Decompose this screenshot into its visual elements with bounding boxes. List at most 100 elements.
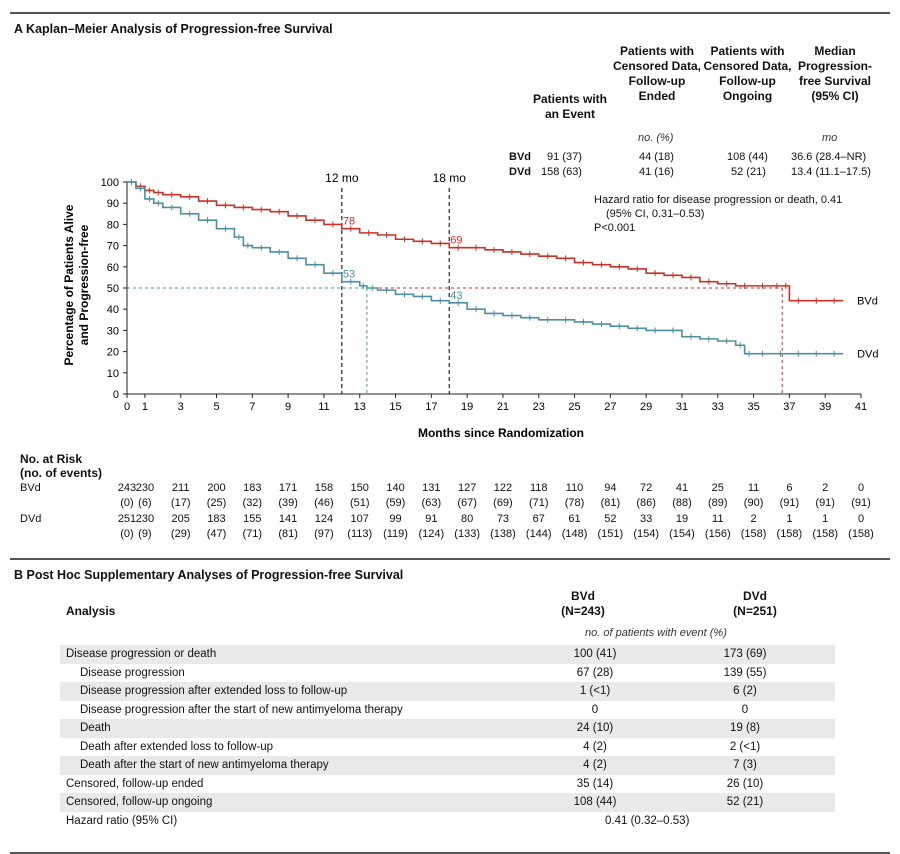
bvd-value: 35 (14)	[576, 777, 614, 790]
risk-cell: (133)	[454, 528, 480, 540]
bvd-value: 67 (28)	[576, 666, 614, 679]
bvd-value: 24 (10)	[535, 719, 655, 738]
risk-cell: (158)	[776, 528, 803, 540]
risk-cell: 205	[171, 513, 190, 525]
table-row: Disease progression after the start of n…	[60, 701, 835, 720]
risk-cell: 158	[314, 482, 334, 494]
risk-cell: (17)	[170, 497, 191, 509]
x-tick-label: 25	[568, 401, 580, 413]
series-end-label: BVd	[857, 296, 878, 308]
risk-cell: 41	[675, 482, 689, 494]
risk-cell: (71)	[242, 528, 263, 540]
risk-cell: 183	[207, 513, 226, 525]
point-annotation: 69	[450, 235, 462, 247]
risk-cell: (151)	[597, 528, 624, 540]
risk-cell: 124	[314, 513, 334, 525]
x-tick-label: 41	[855, 401, 867, 413]
risk-cell: 0	[857, 482, 865, 494]
risk-cell: (6)	[138, 497, 152, 509]
table-row: Disease progression after extended loss …	[60, 682, 835, 701]
risk-cell: 11	[712, 513, 724, 525]
risk-cell: (78)	[564, 497, 585, 509]
risk-cell: 140	[386, 482, 405, 494]
risk-cell: (47)	[206, 528, 227, 540]
point-annotation: 78	[343, 216, 355, 228]
header-cens-ended: Patients with Censored Data, Follow-up E…	[612, 44, 702, 103]
risk-cell: (91)	[851, 497, 871, 509]
risk-cell: (25)	[206, 497, 227, 509]
risk-cell: 110	[565, 482, 584, 494]
risk-cell: 33	[640, 513, 653, 525]
dvd-value: 139 (55)	[723, 666, 767, 679]
risk-cell: (81)	[278, 528, 298, 540]
stat-bvd-event: 91 (37)	[547, 151, 582, 163]
risk-cell: (9)	[138, 528, 152, 540]
y-tick-label: 70	[107, 241, 119, 253]
dvd-value: 26 (10)	[726, 777, 764, 790]
y-tick-label: 10	[107, 368, 119, 380]
risk-cell: (86)	[636, 497, 656, 509]
risk-cell: (154)	[669, 528, 695, 540]
table-row: Disease progression 67 (28) 139 (55)	[60, 664, 835, 683]
x-tick-label: 1	[142, 401, 148, 413]
risk-cell: 107	[350, 513, 369, 525]
y-tick-label: 100	[101, 177, 119, 189]
km-chart: 0 1 3 5 7 9 11 13 15 17 19 21 23 25 27 29 31 33 35 37 39 4101…	[62, 171, 879, 440]
bvd-value: 100 (41)	[535, 645, 655, 664]
y-tick-label: 0	[113, 389, 119, 401]
risk-cell: (144)	[525, 528, 552, 540]
y-tick-label: 40	[107, 304, 119, 316]
risk-cell: (158)	[812, 528, 839, 540]
x-tick-label: 7	[249, 401, 255, 413]
risk-cell: 99	[389, 513, 402, 525]
risk-cell: 94	[604, 482, 617, 494]
y-tick-label: 80	[107, 219, 119, 231]
km-series-bvd	[127, 181, 844, 302]
x-tick-label: 23	[533, 401, 545, 413]
header-median: Median Progression-free Survival (95% CI…	[797, 44, 872, 103]
risk-cell: 6	[786, 482, 793, 494]
dvd-value: 7 (3)	[655, 756, 835, 775]
hazard-ratio-row: Hazard ratio (95% CI) 0.41 (0.32–0.53)	[60, 812, 835, 831]
risk-cell: (124)	[418, 528, 445, 540]
risk-cell: 200	[207, 482, 226, 494]
y-tick-label: 90	[107, 198, 119, 210]
risk-cell: 131	[422, 482, 441, 494]
x-tick-label: 17	[425, 401, 437, 413]
x-axis-label: Months since Randomization	[418, 426, 584, 440]
risk-cell: (88)	[672, 497, 692, 509]
timepoint-label: 18 mo	[433, 171, 467, 185]
risk-cell: (156)	[704, 528, 731, 540]
dvd-value: 19 (8)	[655, 719, 835, 738]
risk-cell: (46)	[314, 497, 334, 509]
p-value: P<0.001	[594, 222, 636, 234]
table-row: Death after the start of new antimyeloma…	[60, 756, 835, 775]
point-annotation: 53	[343, 269, 355, 281]
dvd-value: 173 (69)	[655, 645, 835, 664]
risk-cell: 1	[822, 513, 829, 525]
row-label: Death after extended loss to follow-up	[80, 740, 274, 753]
risk-cell: 251	[117, 513, 137, 525]
x-tick-label: 27	[604, 401, 616, 413]
risk-cell: (81)	[600, 497, 621, 509]
analysis-header: Analysis	[66, 604, 116, 618]
bvd-header: BVd (N=243)	[561, 589, 605, 618]
risk-cell: 183	[243, 482, 262, 494]
risk-cell: 211	[171, 482, 190, 494]
hr-label: Hazard ratio (95% CI)	[66, 814, 178, 827]
risk-cell: (29)	[170, 528, 191, 540]
risk-cell: 19	[675, 513, 689, 525]
risk-arm-dvd: DVd	[20, 513, 42, 525]
risk-cell: 155	[243, 513, 262, 525]
risk-cell: (59)	[385, 497, 406, 509]
risk-cell: 171	[278, 482, 298, 494]
x-tick-label: 15	[389, 401, 401, 413]
row-label: Disease progression or death	[60, 645, 535, 664]
risk-cell: 230	[135, 513, 155, 525]
x-tick-label: 37	[783, 401, 795, 413]
risk-cell: 118	[529, 482, 548, 494]
section-divider	[10, 558, 890, 560]
risk-cell: 52	[604, 513, 617, 525]
dvd-value: 0	[741, 703, 749, 716]
table-row: Death 24 (10) 19 (8)	[60, 719, 835, 738]
